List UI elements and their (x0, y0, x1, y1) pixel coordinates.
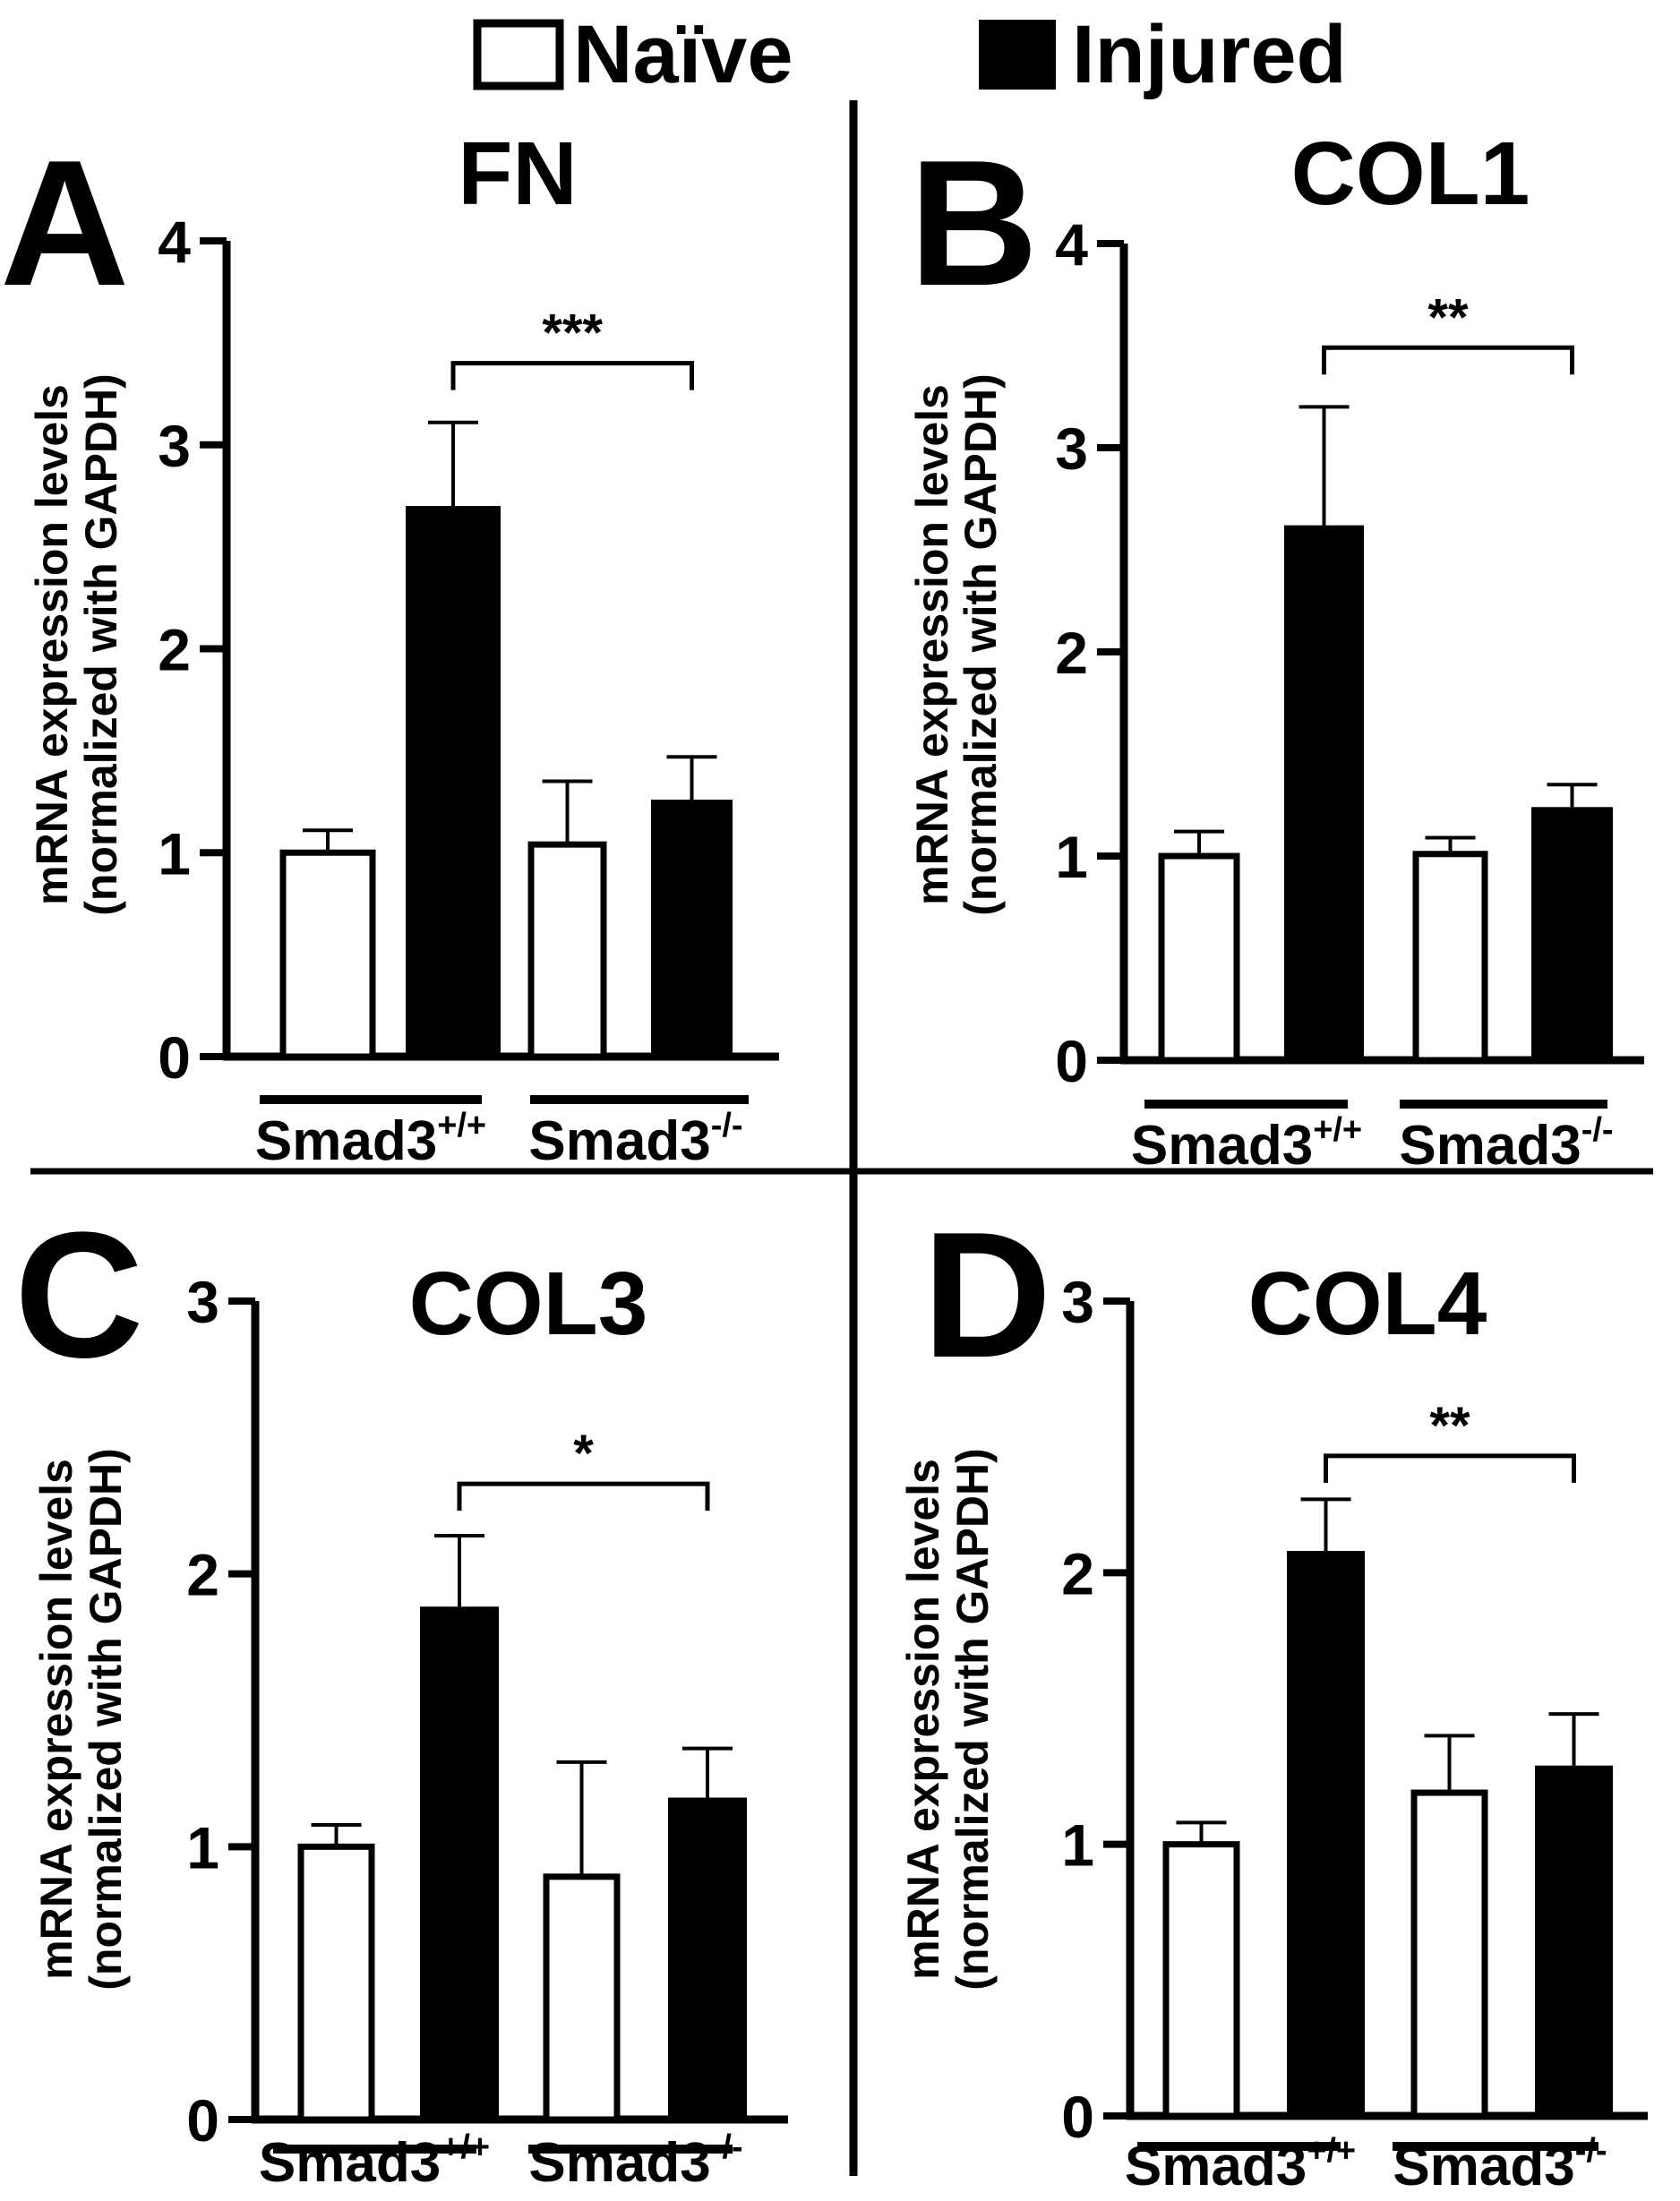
bar-naive (1412, 851, 1488, 1064)
bar-naive (279, 849, 376, 1060)
group-label-superscript: +/+ (437, 1107, 486, 1144)
y-axis-label-line: (normalized with GAPDH) (956, 373, 1006, 916)
group-label: Smad3+/+ (1131, 1111, 1362, 1177)
group-label: Smad3-/- (1399, 1111, 1613, 1177)
group-label-superscript: -/- (1581, 1111, 1614, 1149)
significance-bracket (457, 1481, 710, 1512)
y-tick-label: 3 (186, 1269, 219, 1335)
bar-injured (668, 1797, 747, 2120)
y-tick-label: 2 (1055, 620, 1088, 686)
group-label: Smad3+/+ (255, 1107, 486, 1172)
y-tick-label: 4 (1055, 211, 1088, 278)
group-label: Smad3+/+ (259, 2128, 490, 2194)
group-label: Smad3-/- (528, 1107, 742, 1172)
legend-label-naive: Naïve (573, 9, 793, 100)
panel-b: B COL1 mRNA expression levels(normalized w… (907, 124, 1644, 1177)
group-label: Smad3-/- (528, 2128, 742, 2194)
y-tick-label: 3 (1055, 415, 1088, 482)
bar-naive (297, 1843, 375, 2123)
significance-label: *** (542, 304, 603, 363)
bar-naive (1410, 1789, 1488, 2120)
y-axis-label-line: mRNA expression levels (27, 384, 77, 905)
panel-a: A FN mRNA expression levels (normalized wit… (0, 124, 779, 1172)
group-label-name: Smad3 (1131, 1115, 1313, 1177)
legend-swatch-naive (473, 19, 564, 90)
group-label-name: Smad3 (1393, 2136, 1574, 2197)
group-label-superscript: -/- (711, 1107, 743, 1144)
group-label-superscript: -/- (711, 2128, 743, 2166)
legend-label-injured: Injured (1072, 9, 1347, 100)
bar-naive (527, 841, 607, 1060)
y-tick-label: 1 (158, 820, 191, 886)
significance-bracket (1322, 345, 1574, 375)
panel-c: C COL3 mRNA expression levels (normalized w… (14, 1195, 788, 2194)
y-tick-label: 2 (158, 617, 191, 683)
y-tick-label: 4 (158, 209, 191, 275)
y-axis-label-line: (normalized with GAPDH) (947, 1448, 998, 1991)
significance-bracket (450, 361, 694, 390)
group-label-name: Smad3 (1399, 1115, 1581, 1177)
group-label-name: Smad3 (255, 1110, 437, 1172)
y-axis-label-line: (normalized with GAPDH) (81, 1448, 131, 1991)
panel-letter: C (14, 1195, 143, 1395)
panel-letter: B (909, 124, 1038, 323)
significance-label: * (573, 1425, 594, 1483)
bar-injured (1531, 807, 1613, 1060)
y-tick-label: 0 (186, 2087, 219, 2154)
group-label-name: Smad3 (259, 2132, 441, 2194)
y-tick-label: 2 (1061, 1540, 1094, 1606)
y-axis-label-line: mRNA expression levels (898, 1459, 948, 1980)
chart-title: COL4 (1248, 1254, 1487, 1354)
group-label-superscript: +/+ (1313, 1111, 1362, 1149)
panel-d: D COL4 mRNA expression levels (normalized w… (898, 1195, 1648, 2197)
panel-letter: D (922, 1195, 1051, 1395)
bar-injured (1284, 525, 1364, 1060)
bar-injured (420, 1606, 499, 2120)
significance-bracket (1324, 1453, 1576, 1483)
bar-naive (1162, 1841, 1240, 2120)
group-label: Smad3+/+ (1125, 2132, 1356, 2197)
group-label-superscript: -/- (1575, 2132, 1607, 2170)
chart-title: COL1 (1291, 124, 1530, 224)
bar-injured (651, 800, 733, 1057)
y-axis-label-line: mRNA expression levels (31, 1459, 81, 1980)
panel-letter: A (0, 124, 129, 323)
bar-naive (1158, 852, 1240, 1064)
bar-injured (406, 506, 501, 1057)
y-tick-label: 1 (1055, 824, 1088, 890)
y-tick-label: 0 (1061, 2084, 1094, 2150)
y-axis-label-line: mRNA expression levels (907, 384, 957, 905)
significance-label: ** (1427, 288, 1469, 347)
legend: Naïve Injured (473, 9, 1347, 100)
group-label: Smad3-/- (1393, 2132, 1607, 2197)
chart-title: COL3 (409, 1254, 648, 1354)
group-label-superscript: +/+ (441, 2128, 490, 2166)
y-tick-label: 3 (1061, 1269, 1094, 1335)
group-label-name: Smad3 (528, 2132, 710, 2194)
y-tick-label: 1 (186, 1814, 219, 1880)
y-tick-label: 1 (1061, 1812, 1094, 1879)
y-tick-label: 2 (186, 1542, 219, 1608)
bar-injured (1535, 1765, 1613, 2116)
group-label-superscript: +/+ (1307, 2132, 1356, 2170)
group-label-name: Smad3 (1125, 2136, 1307, 2197)
bar-naive (543, 1873, 621, 2123)
bar-injured (1287, 1551, 1365, 2116)
group-label-name: Smad3 (528, 1110, 710, 1172)
legend-swatch-injured (979, 20, 1056, 90)
y-axis-label-line: (normalized with GAPDH) (76, 373, 126, 916)
y-tick-label: 3 (158, 413, 191, 479)
chart-title: FN (458, 124, 577, 224)
y-tick-label: 0 (158, 1024, 191, 1091)
significance-label: ** (1429, 1397, 1470, 1455)
y-tick-label: 0 (1055, 1028, 1088, 1094)
